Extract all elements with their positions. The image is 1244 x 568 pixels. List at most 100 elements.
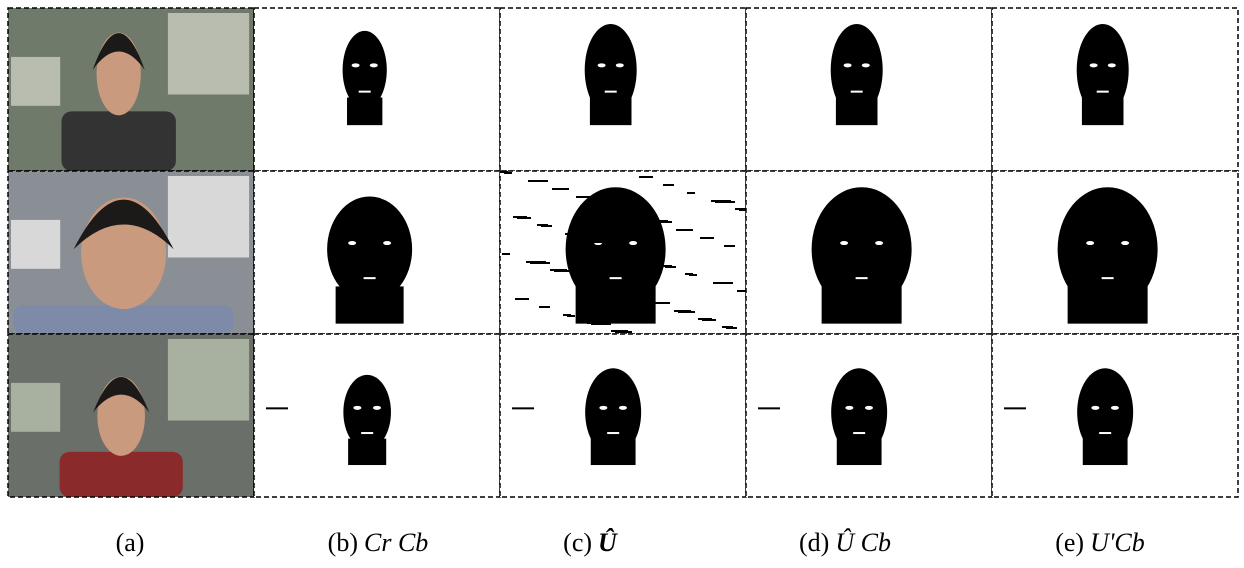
noise bbox=[615, 331, 632, 333]
noise bbox=[758, 407, 780, 409]
mouth-hole bbox=[610, 277, 622, 279]
eye-hole bbox=[1111, 406, 1119, 410]
caption-label: (e) bbox=[1055, 528, 1084, 557]
noise bbox=[567, 315, 575, 317]
skin-neck bbox=[590, 98, 632, 126]
mouth-hole bbox=[607, 432, 619, 434]
eye-hole bbox=[383, 241, 391, 245]
eye-hole bbox=[875, 241, 883, 245]
noise bbox=[530, 262, 550, 264]
eye-hole bbox=[862, 63, 870, 67]
caption-label: (a) bbox=[116, 528, 145, 557]
noise bbox=[724, 245, 735, 247]
caption: (d)Û Cb bbox=[799, 528, 891, 558]
skin-blob bbox=[327, 197, 412, 302]
photo-window bbox=[11, 383, 60, 432]
skin-neck bbox=[836, 98, 878, 126]
mouth-hole bbox=[1099, 432, 1111, 434]
shirt bbox=[14, 305, 234, 334]
noise bbox=[700, 237, 714, 239]
caption: (b)Cr Cb bbox=[328, 528, 429, 558]
eye-hole bbox=[598, 63, 606, 67]
eye-hole bbox=[373, 406, 381, 410]
skin-neck bbox=[1083, 439, 1128, 465]
caption: (a) bbox=[116, 528, 145, 558]
eye-hole bbox=[1121, 241, 1129, 245]
eye-hole bbox=[370, 63, 378, 67]
caption: (c)Û bbox=[563, 528, 617, 558]
noise bbox=[552, 188, 569, 190]
noise bbox=[626, 294, 634, 296]
mouth-hole bbox=[361, 432, 373, 434]
noise bbox=[1004, 407, 1026, 409]
noise bbox=[628, 213, 636, 215]
eye-hole bbox=[353, 406, 361, 410]
noise bbox=[726, 327, 737, 329]
page: (a) (b)Cr Cb (c)Û (d)Û Cb (e)U'Cb (() =>… bbox=[0, 0, 1244, 568]
photo-window bbox=[168, 176, 249, 258]
mouth-hole bbox=[853, 432, 865, 434]
skin-neck bbox=[1082, 98, 1124, 126]
noise bbox=[663, 184, 674, 186]
skin-blob bbox=[343, 375, 391, 450]
noise bbox=[715, 201, 735, 203]
noise bbox=[589, 241, 609, 243]
noise bbox=[676, 229, 693, 231]
mouth-hole bbox=[1097, 91, 1109, 93]
caption-expr: Û Cb bbox=[835, 528, 891, 557]
eye-hole bbox=[352, 63, 360, 67]
shirt bbox=[62, 111, 176, 171]
skin-neck bbox=[576, 286, 656, 323]
photo-window bbox=[11, 57, 60, 106]
noise bbox=[650, 302, 670, 304]
noise bbox=[266, 407, 288, 409]
eye-hole bbox=[840, 241, 848, 245]
noise bbox=[604, 205, 615, 207]
noise bbox=[665, 266, 676, 268]
caption-expr: Cr Cb bbox=[364, 528, 428, 557]
photo-window bbox=[168, 13, 249, 95]
eye-hole bbox=[1086, 241, 1094, 245]
skin-neck bbox=[591, 439, 636, 465]
noise bbox=[554, 270, 571, 272]
caption-expr: U'Cb bbox=[1090, 528, 1145, 557]
noise bbox=[539, 306, 550, 308]
skin-neck bbox=[1068, 286, 1148, 323]
eye-hole bbox=[1091, 406, 1099, 410]
noise bbox=[713, 282, 733, 284]
shirt bbox=[60, 452, 183, 497]
eye-hole bbox=[1090, 63, 1098, 67]
eye-hole bbox=[865, 406, 873, 410]
eye-hole bbox=[599, 406, 607, 410]
eye-hole bbox=[844, 63, 852, 67]
noise bbox=[576, 196, 590, 198]
skin-neck bbox=[347, 98, 382, 126]
caption-label: (b) bbox=[328, 528, 358, 557]
figure-grid bbox=[0, 0, 1244, 520]
mouth-hole bbox=[851, 91, 863, 93]
noise bbox=[641, 258, 655, 260]
photo-window bbox=[168, 339, 249, 421]
noise bbox=[702, 319, 716, 321]
noise bbox=[541, 225, 552, 227]
noise bbox=[515, 298, 529, 300]
skin-blob bbox=[343, 31, 387, 109]
noise bbox=[613, 249, 630, 251]
skin-neck bbox=[336, 286, 404, 323]
caption: (e)U'Cb bbox=[1055, 528, 1145, 558]
noise bbox=[591, 323, 611, 325]
mouth-hole bbox=[605, 91, 617, 93]
noise bbox=[504, 172, 512, 174]
noise bbox=[678, 311, 695, 313]
noise bbox=[687, 192, 695, 194]
photo-window bbox=[11, 220, 60, 269]
eye-hole bbox=[629, 241, 637, 245]
noise bbox=[512, 407, 534, 409]
mouth-hole bbox=[359, 91, 371, 93]
noise bbox=[517, 217, 531, 219]
mouth-hole bbox=[1102, 277, 1114, 279]
skin-neck bbox=[837, 439, 882, 465]
eye-hole bbox=[1108, 63, 1116, 67]
skin-neck bbox=[348, 439, 386, 465]
caption-expr: Û bbox=[598, 528, 617, 557]
